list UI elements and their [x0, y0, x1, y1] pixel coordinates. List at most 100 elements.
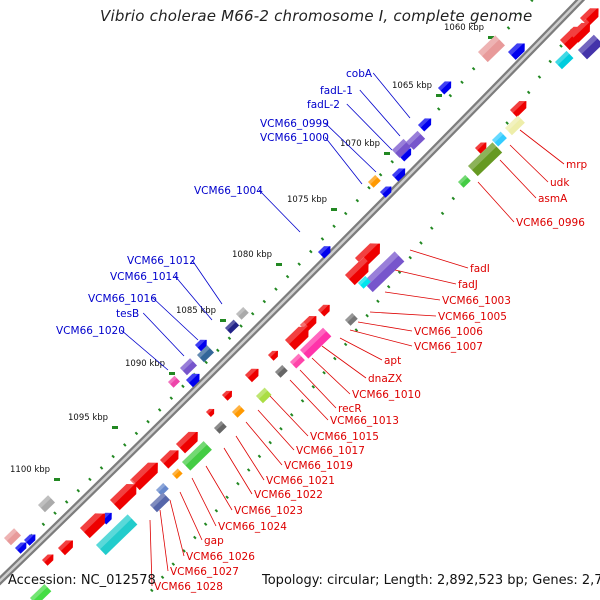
reverse-gene-label: VCM66_1024 — [218, 521, 287, 533]
reverse-leader-line — [169, 499, 185, 557]
scale-tick — [88, 477, 92, 482]
gene-feature-teal-shape — [96, 514, 138, 556]
forward-gene-feature-shape — [24, 534, 36, 546]
reverse-gene-feature — [245, 365, 259, 383]
gene-feature-magenta-shape — [290, 353, 305, 369]
reverse-gene-feature-highlight — [509, 97, 526, 113]
gene-feature-teal-highlight — [96, 514, 132, 550]
gene-feature-magenta-shape — [168, 375, 181, 388]
forward-gene-feature — [438, 78, 452, 95]
reverse-gene-feature-shape — [268, 350, 278, 361]
scale-tick-major — [331, 208, 337, 211]
reverse-gene-feature-shape — [130, 462, 158, 491]
scale-tick — [322, 370, 326, 375]
forward-gene-feature — [318, 242, 331, 259]
gene-feature-pink — [478, 35, 505, 63]
scale-tick — [204, 360, 208, 365]
forward-leader-line — [359, 89, 401, 137]
scale-tick — [111, 454, 115, 459]
gene-feature-purple-shape — [363, 251, 405, 293]
gene-feature-purple-shape — [406, 130, 426, 150]
scale-tick — [146, 419, 150, 424]
reverse-gene-label: VCM66_0996 — [516, 217, 585, 229]
gene-feature-cyan — [358, 276, 371, 289]
gene-feature-magenta — [300, 327, 332, 359]
reverse-gene-feature-shape — [345, 261, 369, 286]
reverse-gene-feature-highlight — [130, 457, 158, 485]
scale-tick — [408, 255, 412, 260]
gene-feature-steel — [197, 345, 215, 363]
reverse-gene-feature-highlight — [110, 479, 136, 505]
gene-features — [4, 4, 600, 600]
gene-feature-olive-highlight — [468, 142, 497, 171]
scale-tick — [181, 384, 185, 389]
scale-label: 1065 kbp — [392, 81, 432, 91]
reverse-gene-label: recR — [338, 403, 362, 415]
reverse-gene-feature-highlight — [570, 18, 590, 38]
scale-tick — [376, 299, 380, 304]
scale-tick — [250, 312, 255, 316]
reverse-leader-line — [245, 421, 283, 466]
reverse-gene-feature-highlight — [160, 446, 178, 464]
gene-feature-cyan-shape — [555, 50, 574, 70]
scale-tick — [227, 336, 232, 340]
reverse-gene-label: VCM66_1003 — [442, 295, 511, 307]
scale-tick — [309, 249, 313, 254]
scale-tick — [216, 348, 220, 353]
gene-feature-olive — [468, 142, 503, 177]
forward-gene-label: VCM66_1012 — [127, 255, 196, 267]
gene-feature-lime-shape — [255, 387, 272, 404]
forward-gene-feature — [418, 115, 432, 132]
gene-feature-grey — [275, 365, 288, 378]
reverse-gene-feature — [206, 406, 215, 418]
gene-feature-orange-shape — [232, 405, 245, 418]
reverse-gene-feature-shape — [580, 8, 599, 27]
gene-feature-orange-shape — [368, 175, 381, 188]
scale-tick — [300, 399, 305, 403]
reverse-leader-line — [384, 291, 441, 301]
forward-gene-feature-shape — [318, 246, 331, 259]
scale-tick — [429, 226, 434, 230]
gene-feature-steel — [150, 492, 170, 513]
forward-gene-feature-highlight — [318, 242, 330, 255]
reverse-gene-feature-highlight — [300, 312, 316, 328]
gene-feature-grey-highlight — [236, 307, 246, 317]
reverse-gene-label: VCM66_1022 — [254, 489, 323, 501]
scale-tick — [214, 508, 219, 513]
reverse-leader-line — [409, 249, 469, 269]
forward-gene-feature-shape — [380, 186, 392, 198]
gene-labels: cobA fadL-1 fadL-2 VCM66_0999 VCM66_1000 VCM6… — [56, 68, 588, 593]
reverse-leader-line — [159, 509, 169, 572]
reverse-gene-label: VCM66_1015 — [310, 431, 379, 443]
scale-tick-major — [276, 263, 282, 266]
forward-gene-label: fadL-2 — [307, 99, 340, 111]
gene-feature-cyan-shape — [492, 131, 507, 147]
map-title: Vibrio cholerae M66-2 chromosome I, comp… — [100, 7, 533, 25]
forward-leader-line — [324, 122, 377, 173]
scale-tick-major — [112, 426, 118, 429]
scale-tick — [471, 66, 476, 71]
scale-tick — [311, 385, 316, 389]
gene-feature-magenta — [168, 375, 181, 388]
forward-leader-line — [152, 297, 199, 341]
forward-gene-feature — [14, 539, 27, 554]
reverse-gene-label: VCM66_1019 — [284, 460, 353, 472]
scale-tick — [203, 522, 208, 526]
reverse-leader-line — [299, 369, 337, 409]
gene-feature-magenta-shape — [300, 327, 332, 359]
scale-tick — [239, 324, 243, 328]
scale-tick — [225, 495, 229, 500]
gene-feature-steel-highlight — [197, 345, 210, 358]
reverse-gene-feature-shape — [110, 484, 137, 511]
scale-tick — [134, 431, 139, 436]
scale-tick — [530, 0, 534, 3]
forward-gene-feature — [508, 39, 525, 60]
scale-tick — [236, 481, 240, 486]
reverse-gene-feature-shape — [222, 390, 232, 401]
reverse-gene-feature — [130, 457, 158, 491]
forward-gene-feature-shape — [418, 118, 432, 132]
forward-gene-feature-highlight — [380, 183, 391, 195]
forward-gene-feature-shape — [15, 542, 27, 554]
reverse-gene-feature — [570, 18, 590, 43]
